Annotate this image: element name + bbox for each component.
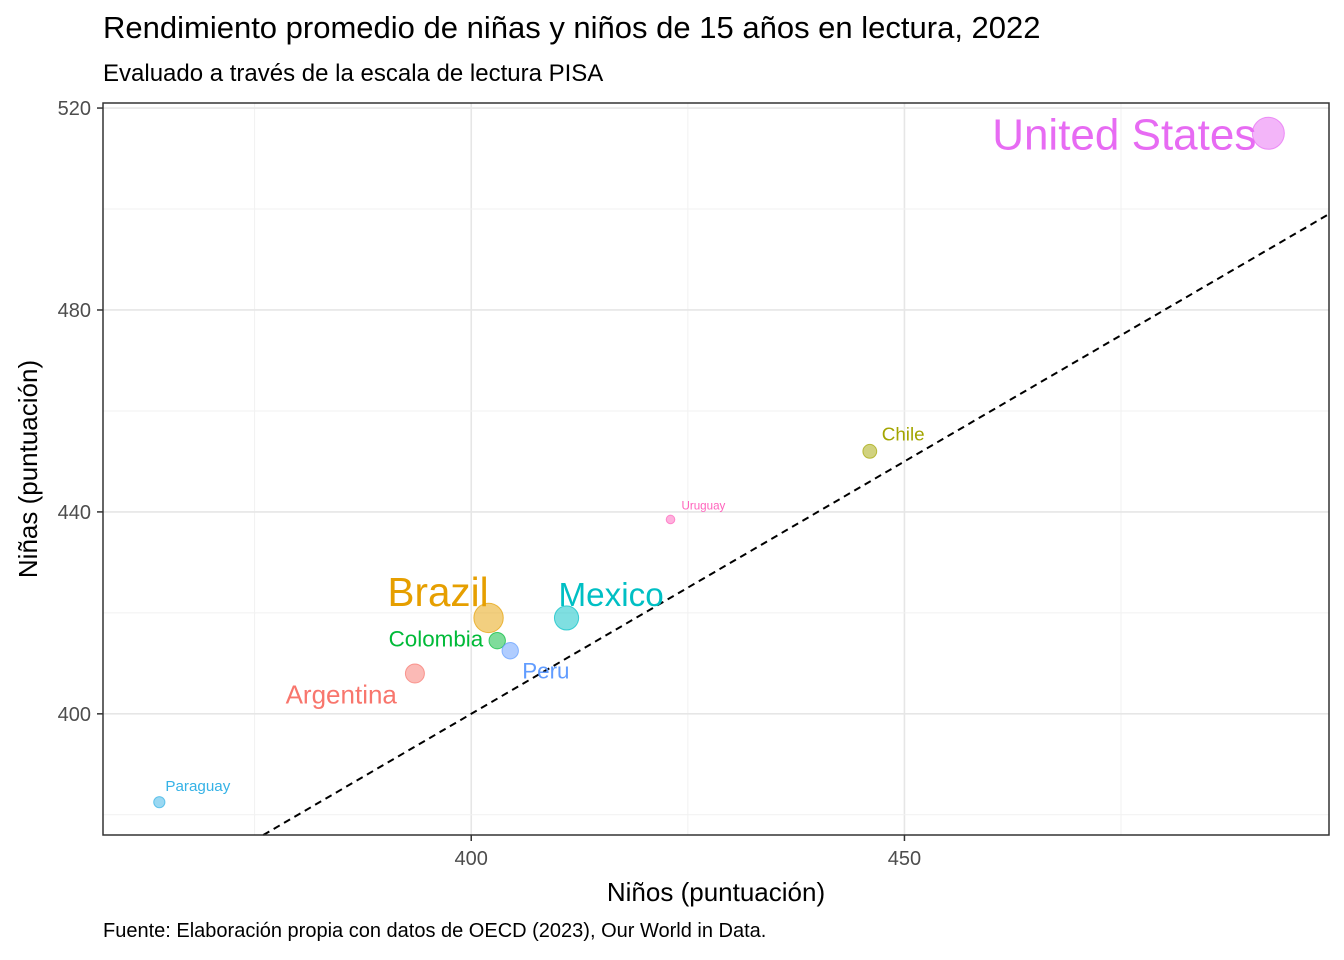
x-axis-label: Niños (puntuación) xyxy=(607,877,825,907)
label-argentina: Argentina xyxy=(286,679,398,709)
reference-line-y-equals-x xyxy=(262,213,1330,836)
label-united-states: United States xyxy=(992,110,1256,159)
y-tick-label: 520 xyxy=(58,98,91,120)
point-colombia xyxy=(488,631,506,650)
point-united-states xyxy=(1251,116,1285,150)
x-tick-label: 400 xyxy=(455,848,488,870)
label-mexico: Mexico xyxy=(559,577,664,614)
y-tick-label: 400 xyxy=(58,704,91,726)
plot-border xyxy=(102,102,1330,836)
point-brazil xyxy=(473,602,504,634)
y-axis-label: Niñas (puntuación) xyxy=(13,360,43,578)
point-paraguay xyxy=(153,796,166,809)
x-tick-label: 450 xyxy=(888,848,921,870)
y-tick-label: 440 xyxy=(58,502,91,524)
point-mexico xyxy=(553,605,580,631)
chart-subtitle: Evaluado a través de la escala de lectur… xyxy=(103,60,604,87)
y-tick-label: 480 xyxy=(58,300,91,322)
label-chile: Chile xyxy=(882,423,925,444)
label-colombia: Colombia xyxy=(389,627,484,652)
label-paraguay: Paraguay xyxy=(165,778,230,795)
grid-lines xyxy=(103,103,1329,835)
data-points xyxy=(153,116,1285,809)
point-argentina xyxy=(404,663,425,684)
point-chile xyxy=(862,443,878,459)
chart-title: Rendimiento promedio de niñas y niños de… xyxy=(103,10,1041,45)
point-labels: United States Chile Uruguay Mexico Brazil Col… xyxy=(165,110,1256,795)
point-uruguay xyxy=(665,514,676,525)
chart-caption: Fuente: Elaboración propia con datos de … xyxy=(103,920,767,942)
axis-ticks: 400 450 400 440 480 520 xyxy=(58,98,922,870)
label-brazil: Brazil xyxy=(388,569,489,615)
label-uruguay: Uruguay xyxy=(682,499,726,512)
label-peru: Peru xyxy=(522,659,569,684)
point-peru xyxy=(501,642,519,660)
